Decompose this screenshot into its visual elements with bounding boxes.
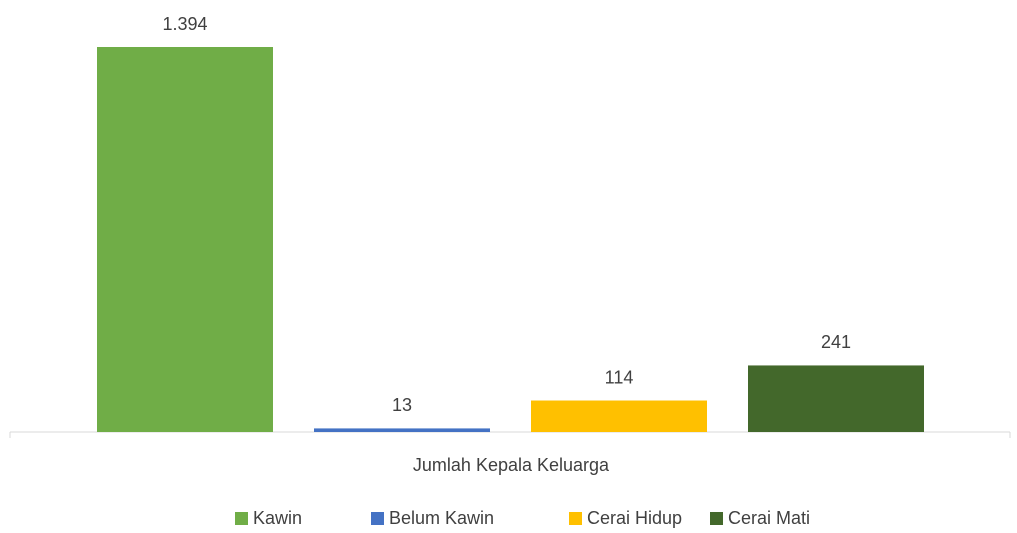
legend-swatch <box>710 512 723 525</box>
bar <box>531 400 707 432</box>
legend-swatch <box>569 512 582 525</box>
legend-swatch <box>235 512 248 525</box>
bar <box>314 428 490 432</box>
legend-label: Belum Kawin <box>389 508 494 528</box>
data-label: 114 <box>605 367 634 387</box>
legend-swatch <box>371 512 384 525</box>
bar <box>97 47 273 432</box>
legend-label: Cerai Mati <box>728 508 810 528</box>
x-tick-label: Jumlah Kepala Keluarga <box>413 455 610 475</box>
data-label: 13 <box>392 395 412 415</box>
legend-label: Kawin <box>253 508 302 528</box>
bar <box>748 365 924 432</box>
data-label: 1.394 <box>162 14 207 34</box>
data-label: 241 <box>821 332 851 352</box>
legend-label: Cerai Hidup <box>587 508 682 528</box>
